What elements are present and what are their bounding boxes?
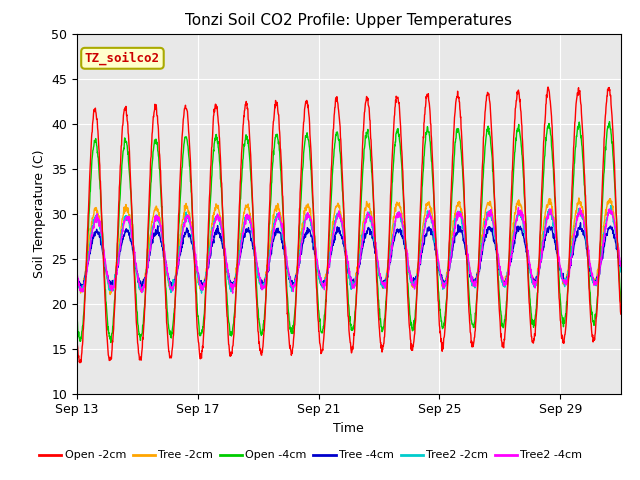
Open -2cm [73,334,81,340]
Open -4cm [316,317,323,323]
Tree -2cm [575,195,583,201]
Tree2 -2cm [607,203,614,208]
Tree -4cm [77,286,85,291]
Tree -2cm [307,207,314,213]
Tree2 -4cm [307,218,314,224]
Open -2cm [544,84,552,90]
Open -4cm [107,340,115,346]
Y-axis label: Soil Temperature (C): Soil Temperature (C) [33,149,45,278]
Open -4cm [363,131,371,136]
Tree -2cm [542,206,550,212]
Tree2 -4cm [229,290,237,296]
Tree -4cm [307,231,314,237]
Line: Open -4cm: Open -4cm [77,121,621,343]
Tree -2cm [73,274,81,280]
Tree2 -2cm [316,277,323,283]
Open -4cm [423,129,431,135]
Tree -4cm [542,231,550,237]
Line: Tree -2cm: Tree -2cm [77,198,621,295]
Open -2cm [76,360,84,366]
Line: Tree -4cm: Tree -4cm [77,223,621,288]
Tree2 -2cm [73,273,81,279]
Tree -2cm [363,199,371,204]
Tree -4cm [106,278,113,284]
Tree -2cm [423,201,431,206]
Text: TZ_soilco2: TZ_soilco2 [85,51,160,65]
Tree2 -4cm [515,205,522,211]
Tree2 -2cm [542,218,550,224]
Tree2 -2cm [423,213,431,219]
Tree2 -4cm [105,279,113,285]
Tree -4cm [363,228,371,234]
Tree2 -2cm [307,218,314,224]
Tree2 -2cm [105,282,113,288]
Tree2 -4cm [316,272,323,277]
Open -2cm [423,94,431,99]
Open -2cm [617,311,625,317]
Tree2 -4cm [423,216,431,222]
Open -4cm [542,138,550,144]
Open -2cm [542,101,550,107]
Tree2 -2cm [617,269,625,275]
Tree -2cm [106,292,114,298]
Tree2 -2cm [363,212,371,218]
Line: Open -2cm: Open -2cm [77,87,621,363]
Legend: Open -2cm, Tree -2cm, Open -4cm, Tree -4cm, Tree2 -2cm, Tree2 -4cm: Open -2cm, Tree -2cm, Open -4cm, Tree -4… [35,446,587,465]
Tree2 -4cm [363,215,371,220]
Open -2cm [363,94,371,99]
X-axis label: Time: Time [333,422,364,435]
Open -4cm [605,119,613,124]
Line: Tree2 -4cm: Tree2 -4cm [77,208,621,293]
Tree2 -4cm [617,264,625,269]
Tree2 -4cm [543,218,550,224]
Line: Tree2 -2cm: Tree2 -2cm [77,205,621,293]
Tree -4cm [617,266,625,272]
Tree -2cm [105,283,113,288]
Tree -2cm [617,267,625,273]
Open -4cm [617,300,625,305]
Open -4cm [105,330,113,336]
Tree -4cm [316,270,323,276]
Open -4cm [307,158,314,164]
Open -2cm [316,335,323,340]
Tree -2cm [316,276,323,282]
Open -2cm [307,141,314,146]
Open -2cm [106,358,113,363]
Title: Tonzi Soil CO2 Profile: Upper Temperatures: Tonzi Soil CO2 Profile: Upper Temperatur… [186,13,512,28]
Open -4cm [73,315,81,321]
Tree2 -2cm [198,290,205,296]
Tree -4cm [577,220,584,226]
Tree2 -4cm [73,272,81,278]
Tree -4cm [73,272,81,277]
Tree -4cm [423,231,431,237]
